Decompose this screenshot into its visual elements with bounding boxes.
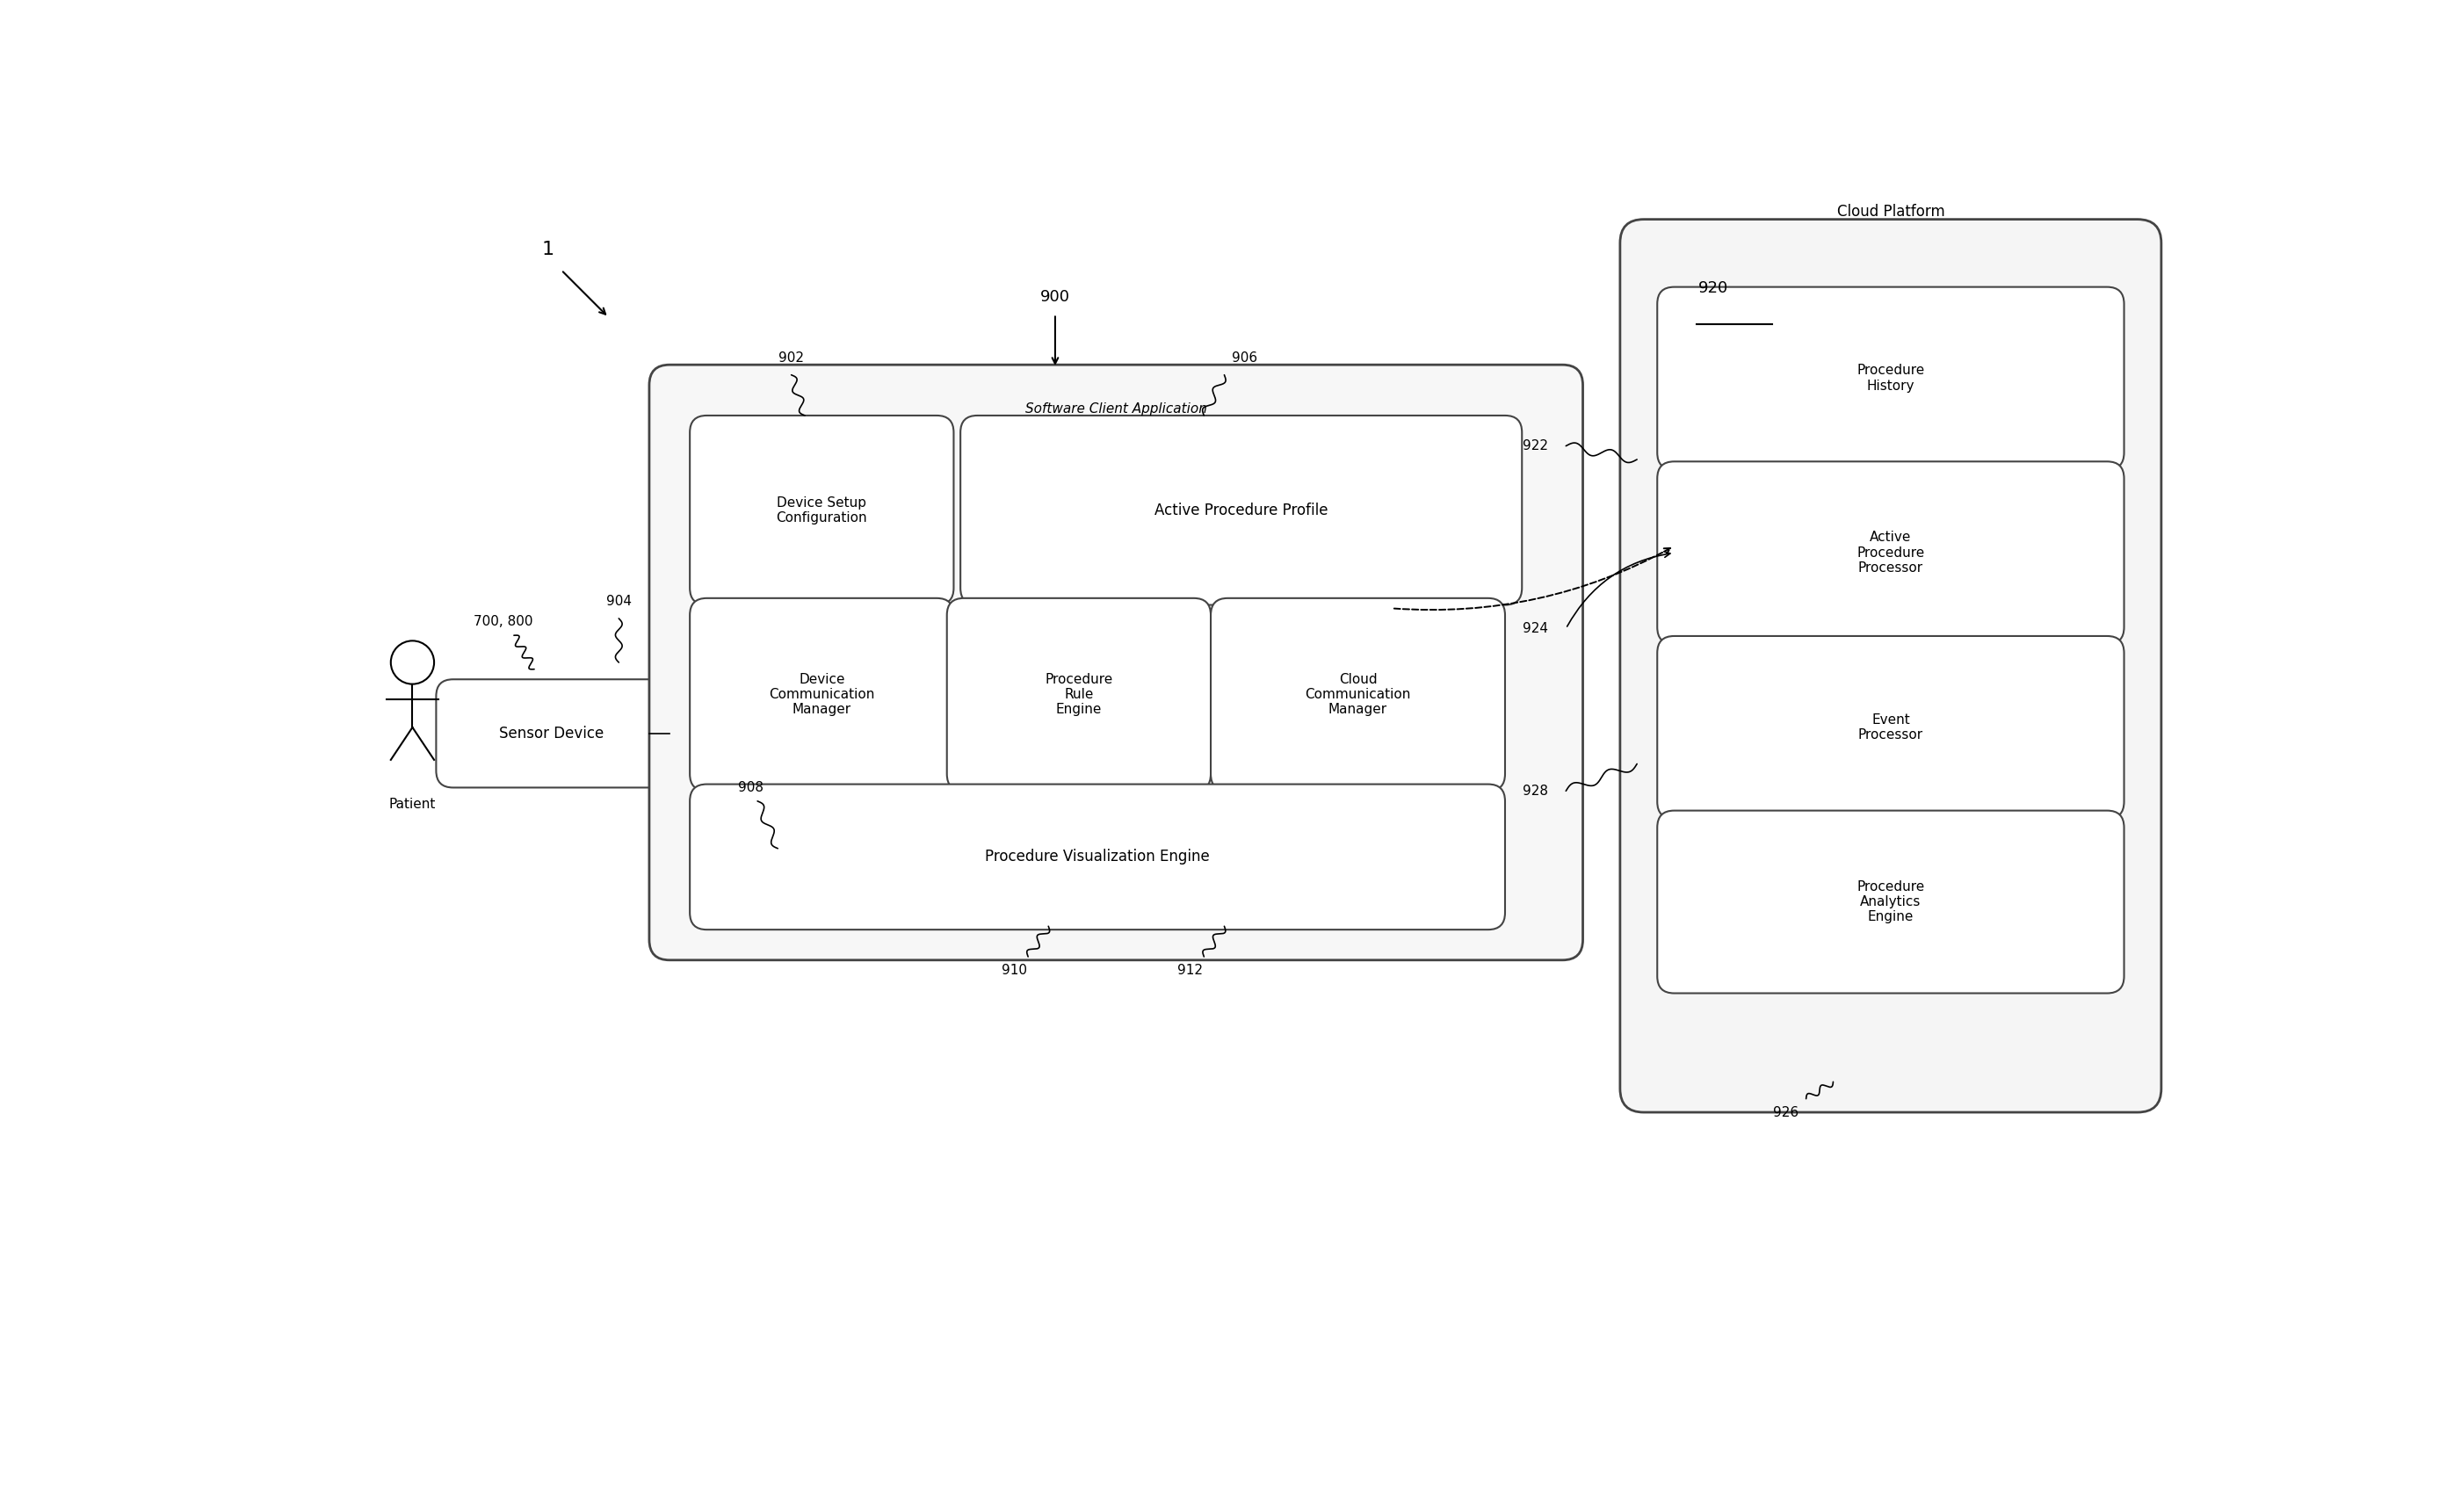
Text: 904: 904 bbox=[605, 594, 632, 608]
Text: Active
Procedure
Processor: Active Procedure Processor bbox=[1856, 531, 1924, 575]
Text: 910: 910 bbox=[1002, 963, 1027, 977]
FancyBboxPatch shape bbox=[1656, 810, 2124, 993]
Text: Patient: Patient bbox=[388, 798, 437, 810]
Text: Device
Communication
Manager: Device Communication Manager bbox=[768, 673, 876, 717]
Text: 928: 928 bbox=[1522, 785, 1549, 797]
Text: Active Procedure Profile: Active Procedure Profile bbox=[1154, 502, 1327, 519]
FancyBboxPatch shape bbox=[437, 679, 666, 788]
Text: Event
Processor: Event Processor bbox=[1859, 714, 1924, 741]
Text: 922: 922 bbox=[1522, 440, 1549, 452]
Text: Sensor Device: Sensor Device bbox=[498, 726, 602, 741]
FancyBboxPatch shape bbox=[1656, 461, 2124, 644]
Text: Procedure
History: Procedure History bbox=[1856, 364, 1924, 393]
FancyBboxPatch shape bbox=[946, 599, 1210, 791]
Text: 924: 924 bbox=[1522, 621, 1549, 635]
FancyBboxPatch shape bbox=[961, 416, 1522, 605]
Text: 920: 920 bbox=[1698, 280, 1727, 296]
Text: 1: 1 bbox=[541, 240, 554, 259]
Text: Procedure
Analytics
Engine: Procedure Analytics Engine bbox=[1856, 880, 1924, 924]
Text: 700, 800: 700, 800 bbox=[473, 615, 532, 629]
Text: 902: 902 bbox=[778, 351, 805, 364]
FancyBboxPatch shape bbox=[690, 785, 1505, 930]
Text: 900: 900 bbox=[1039, 289, 1071, 305]
FancyBboxPatch shape bbox=[1656, 287, 2124, 470]
Text: 906: 906 bbox=[1232, 351, 1259, 364]
FancyBboxPatch shape bbox=[1656, 637, 2124, 818]
Text: Device Setup
Configuration: Device Setup Configuration bbox=[776, 496, 868, 525]
Text: Software Client Application: Software Client Application bbox=[1024, 402, 1207, 416]
Text: 908: 908 bbox=[739, 782, 763, 794]
FancyBboxPatch shape bbox=[649, 364, 1583, 960]
FancyBboxPatch shape bbox=[690, 599, 954, 791]
Text: Procedure
Rule
Engine: Procedure Rule Engine bbox=[1044, 673, 1112, 717]
FancyBboxPatch shape bbox=[1210, 599, 1505, 791]
Text: 912: 912 bbox=[1178, 963, 1202, 977]
FancyBboxPatch shape bbox=[690, 416, 954, 605]
Text: Procedure Visualization Engine: Procedure Visualization Engine bbox=[985, 850, 1210, 865]
Text: Cloud
Communication
Manager: Cloud Communication Manager bbox=[1305, 673, 1410, 717]
FancyBboxPatch shape bbox=[1619, 219, 2161, 1113]
Text: 926: 926 bbox=[1773, 1105, 1798, 1119]
Text: Cloud Platform: Cloud Platform bbox=[1837, 204, 1944, 219]
